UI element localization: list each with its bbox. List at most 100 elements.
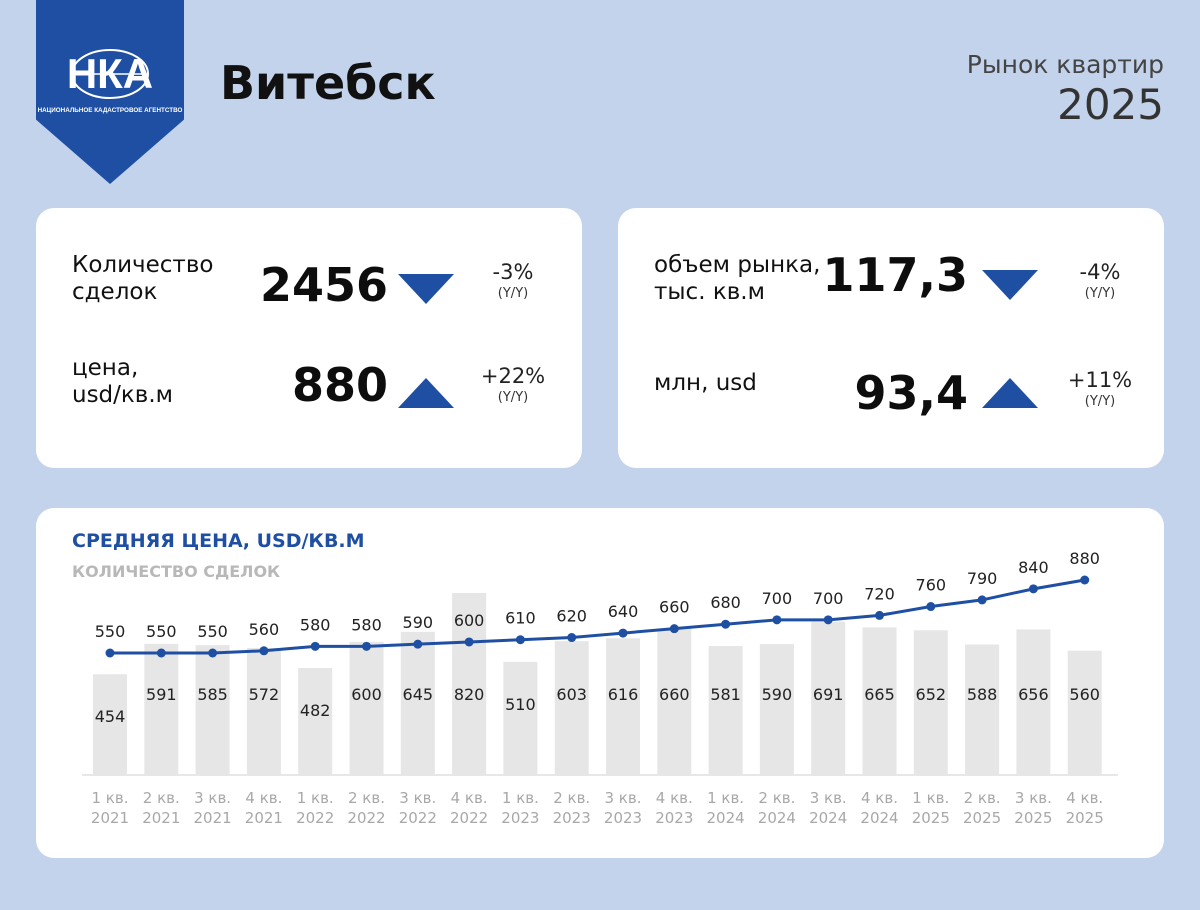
bar <box>862 627 897 775</box>
price-value-label: 550 <box>95 622 126 641</box>
price-point <box>1028 584 1038 594</box>
city-title: Витебск <box>220 56 436 110</box>
x-tick-year: 2023 <box>655 809 693 827</box>
x-tick-quarter: 3 кв. <box>194 789 231 807</box>
bar <box>708 646 743 775</box>
chart-title: СРЕДНЯЯ ЦЕНА, USD/КВ.М <box>72 530 365 552</box>
x-tick-quarter: 1 кв. <box>912 789 949 807</box>
x-tick-quarter: 3 кв. <box>605 789 642 807</box>
bar-value-label: 585 <box>197 685 228 704</box>
bar <box>298 668 333 775</box>
x-tick-year: 2021 <box>245 809 283 827</box>
bar-value-label: 454 <box>95 707 126 726</box>
price-value-label: 620 <box>556 607 587 626</box>
price-point <box>156 648 166 658</box>
bar <box>93 674 127 775</box>
bar <box>554 641 589 775</box>
deals-change: -3% <box>492 260 534 284</box>
price-point <box>618 628 628 638</box>
price-value-label: 550 <box>197 622 228 641</box>
price-point <box>413 639 423 649</box>
x-tick-quarter: 1 кв. <box>707 789 744 807</box>
bar-value-label: 590 <box>762 685 793 704</box>
bar-value-label: 560 <box>1069 685 1100 704</box>
volume-yy: (Y/Y) <box>1084 286 1116 301</box>
bar-value-label: 820 <box>454 685 485 704</box>
x-tick-year: 2021 <box>194 809 232 827</box>
deals-down-arrow-icon <box>398 274 454 304</box>
bar-value-label: 510 <box>505 695 536 714</box>
price-value-label: 600 <box>454 611 485 630</box>
bar <box>759 644 794 775</box>
x-tick-year: 2023 <box>604 809 642 827</box>
deals-value: 2456 <box>259 258 388 312</box>
deals-label-line1: Количество <box>72 252 214 278</box>
money-up-arrow-icon <box>982 378 1038 408</box>
bar-value-label: 691 <box>813 685 844 704</box>
price-label-line2: usd/кв.м <box>72 382 174 408</box>
report-subtitle: Рынок квартир <box>966 50 1164 79</box>
price-point <box>721 619 731 629</box>
volume-label-line2: тыс. кв.м <box>654 279 765 305</box>
x-tick-quarter: 1 кв. <box>92 789 129 807</box>
x-tick-quarter: 4 кв. <box>245 789 282 807</box>
price-change: +22% <box>480 364 546 388</box>
card-deals-price: Количество сделок 2456 -3% (Y/Y) цена, u… <box>36 208 582 468</box>
bar <box>144 643 179 775</box>
x-tick-year: 2024 <box>860 809 898 827</box>
x-tick-year: 2025 <box>912 809 950 827</box>
price-up-arrow-icon <box>398 378 454 408</box>
x-tick-year: 2024 <box>707 809 745 827</box>
bar <box>657 628 692 775</box>
logo-globe-icon: НКА НАЦИОНАЛЬНОЕ КАДАСТРОВОЕ АГЕНТСТВО <box>38 49 183 114</box>
price-value-label: 560 <box>249 620 280 639</box>
price-point <box>669 624 679 634</box>
x-tick-year: 2021 <box>142 809 180 827</box>
x-tick-quarter: 2 кв. <box>348 789 385 807</box>
logo-caption: НАЦИОНАЛЬНОЕ КАДАСТРОВОЕ АГЕНТСТВО <box>38 107 183 114</box>
x-tick-quarter: 4 кв. <box>451 789 488 807</box>
x-tick-quarter: 3 кв. <box>399 789 436 807</box>
price-value-label: 840 <box>1018 558 1049 577</box>
price-value-label: 700 <box>762 589 793 608</box>
price-point <box>259 646 269 656</box>
price-point <box>464 637 474 647</box>
price-label-line1: цена, <box>72 355 139 381</box>
bar-value-label: 572 <box>249 685 280 704</box>
x-tick-quarter: 4 кв. <box>861 789 898 807</box>
price-value-label: 790 <box>967 569 998 588</box>
x-tick-quarter: 2 кв. <box>758 789 795 807</box>
money-change: +11% <box>1067 368 1133 392</box>
x-tick-year: 2022 <box>296 809 334 827</box>
price-point <box>977 595 987 605</box>
x-tick-year: 2022 <box>450 809 488 827</box>
x-tick-year: 2022 <box>399 809 437 827</box>
price-point <box>926 602 936 612</box>
price-value-label: 660 <box>659 598 690 617</box>
price-value-label: 610 <box>505 609 536 628</box>
bar <box>811 621 846 775</box>
volume-label-line1: объем рынка, <box>654 252 821 278</box>
x-tick-year: 2025 <box>963 809 1001 827</box>
volume-value: 117,3 <box>822 248 968 302</box>
x-tick-quarter: 2 кв. <box>143 789 180 807</box>
bar-value-label: 652 <box>916 685 947 704</box>
bar <box>246 648 281 775</box>
x-tick-quarter: 2 кв. <box>964 789 1001 807</box>
price-yy: (Y/Y) <box>497 390 529 405</box>
price-point <box>105 648 115 658</box>
price-value: 880 <box>291 358 388 412</box>
bar-value-label: 591 <box>146 685 177 704</box>
money-value: 93,4 <box>854 366 969 420</box>
bar <box>195 645 230 775</box>
bar <box>913 630 948 775</box>
chart-subtitle: КОЛИЧЕСТВО СДЕЛОК <box>72 562 281 581</box>
bar <box>1016 629 1051 775</box>
bar-value-label: 616 <box>608 685 639 704</box>
deals-yy: (Y/Y) <box>497 286 529 301</box>
bar-value-label: 588 <box>967 685 998 704</box>
x-tick-quarter: 3 кв. <box>1015 789 1052 807</box>
price-value-label: 700 <box>813 589 844 608</box>
price-value-label: 590 <box>403 613 434 632</box>
